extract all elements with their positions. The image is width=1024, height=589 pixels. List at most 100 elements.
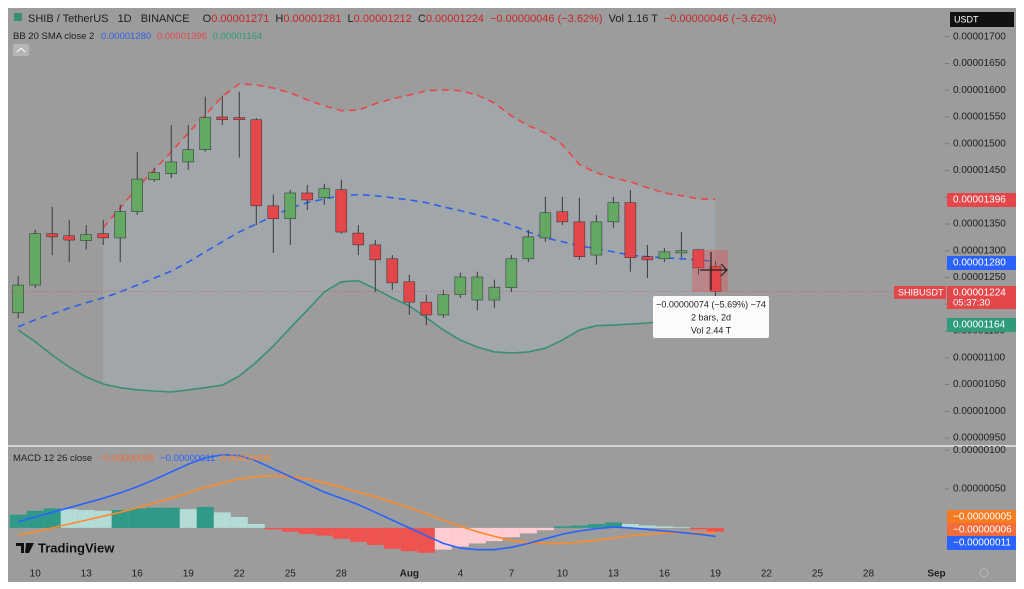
macd-histogram-bar xyxy=(366,527,384,545)
macd-histogram-bar xyxy=(553,526,571,528)
candle-body xyxy=(148,172,160,180)
bb-upper xyxy=(102,82,716,229)
x-tick-label: 7 xyxy=(509,569,515,580)
candle-body xyxy=(437,294,450,316)
x-tick-label: 19 xyxy=(183,569,195,580)
header: SHIB / TetherUS 1D BINANCE O0.00001271 H… xyxy=(28,13,776,25)
x-tick-label: 16 xyxy=(132,569,144,580)
x-tick-label: 25 xyxy=(812,569,824,580)
y-tick-label: 0.00000100 xyxy=(953,445,1006,456)
price-label: 0.00001396 xyxy=(953,195,1006,206)
y-tick-label: 0.00001100 xyxy=(953,352,1006,363)
y-tick-label: 0.00001650 xyxy=(953,58,1006,69)
ohlc-label: L xyxy=(348,13,354,25)
candle-body xyxy=(301,192,314,201)
candle-body xyxy=(590,221,603,256)
collapse-icon xyxy=(16,47,26,53)
macd-histogram-bar xyxy=(383,527,401,549)
macd-histogram-bar xyxy=(230,517,248,528)
candle-body xyxy=(216,116,229,120)
tooltip-box xyxy=(653,296,769,338)
legend-value: −0.00000005 xyxy=(99,453,155,464)
exchange: BINANCE xyxy=(141,13,190,25)
measure-box xyxy=(692,250,728,292)
tooltip-text: −0.00000074 (−5.69%) −74 xyxy=(656,299,766,309)
y-tick-label: 0.00001450 xyxy=(953,165,1006,176)
collapse-button[interactable] xyxy=(13,44,29,56)
change: −0.00000046 (−3.62%) xyxy=(664,13,777,25)
macd-label: −0.00000005 xyxy=(953,512,1012,523)
macd-histogram-bar xyxy=(400,527,418,552)
candle-body xyxy=(335,189,348,233)
macd-histogram-bar xyxy=(111,510,129,528)
ohlc-value: 0.00001212 xyxy=(354,13,412,25)
bb-legend: BB 20 SMA close 2 0.00001280 0.00001396 … xyxy=(13,31,262,42)
candle-body xyxy=(556,211,569,223)
candle-body xyxy=(131,178,143,212)
candle-body xyxy=(420,301,433,316)
legend-value: 0.00001164 xyxy=(213,31,263,42)
macd-histogram-bar xyxy=(247,524,265,528)
y-tick-label: 0.00001350 xyxy=(953,219,1006,230)
y-tick-label: 0.00000950 xyxy=(953,433,1006,444)
volume: Vol 1.16 T xyxy=(609,13,659,25)
currency[interactable]: USDT xyxy=(954,14,979,24)
macd-histogram-bar xyxy=(434,527,452,550)
macd-histogram-bar xyxy=(145,507,163,528)
macd-histogram-bar xyxy=(179,509,197,528)
candle-body xyxy=(267,205,280,219)
y-tick-label: 0.00001300 xyxy=(953,245,1006,256)
candle-body xyxy=(641,256,654,261)
x-tick-label: 10 xyxy=(557,569,569,580)
macd-histogram-bar xyxy=(689,527,707,530)
tooltip-text: 2 bars, 2d xyxy=(691,312,731,322)
price-label-box xyxy=(947,256,1016,270)
price-label: 0.00001164 xyxy=(953,320,1006,331)
candle-body xyxy=(318,188,331,199)
y-tick-label: 0.00000050 xyxy=(953,484,1006,495)
macd-histogram-bar xyxy=(587,524,605,528)
ohlc-label: C xyxy=(418,13,426,25)
x-tick-label: 28 xyxy=(863,569,875,580)
macd-histogram-bar xyxy=(604,522,622,528)
price-label-box xyxy=(947,286,1016,300)
y-tick-label: 0.00001600 xyxy=(953,85,1006,96)
candle-body xyxy=(250,119,263,207)
candle-body xyxy=(624,202,637,258)
change: −0.00000046 (−3.62%) xyxy=(490,13,603,25)
x-tick-label: 4 xyxy=(458,569,464,580)
logo-icon xyxy=(16,543,34,553)
price-label: 0.00001224 xyxy=(953,288,1006,299)
x-tick-label: 25 xyxy=(285,569,297,580)
price-label: 0.00001280 xyxy=(953,258,1006,269)
x-tick-label: Sep xyxy=(927,569,945,580)
y-tick-label: 0.00001700 xyxy=(953,31,1006,42)
chart-background xyxy=(8,8,1016,582)
macd-label-box xyxy=(947,536,1016,550)
candle-body xyxy=(284,192,297,219)
macd-line xyxy=(17,453,716,551)
macd-histogram-bar xyxy=(281,527,299,532)
legend-title: BB 20 SMA close 2 xyxy=(13,31,94,42)
macd-histogram-bar xyxy=(638,525,656,528)
x-tick-label: 13 xyxy=(608,569,620,580)
candle-body xyxy=(29,233,41,286)
currency-box[interactable] xyxy=(950,12,1014,27)
x-tick-label: 16 xyxy=(659,569,671,580)
x-tick-label: 22 xyxy=(761,569,773,580)
ohlc-label: O xyxy=(203,13,212,25)
macd-histogram-bar xyxy=(349,527,367,542)
candle-body xyxy=(488,286,501,301)
macd-histogram-bar xyxy=(672,527,690,528)
candle-body xyxy=(80,234,92,241)
candle-body xyxy=(607,202,620,223)
candle-body xyxy=(505,258,518,288)
macd-label: −0.00000011 xyxy=(953,538,1011,549)
settings-icon[interactable] xyxy=(979,568,989,578)
candle-body xyxy=(63,235,75,241)
macd-histogram-bar xyxy=(468,527,486,544)
legend-value: 0.00000006 xyxy=(221,453,271,464)
macd-histogram-bar xyxy=(196,506,214,528)
candle-body xyxy=(97,233,109,239)
